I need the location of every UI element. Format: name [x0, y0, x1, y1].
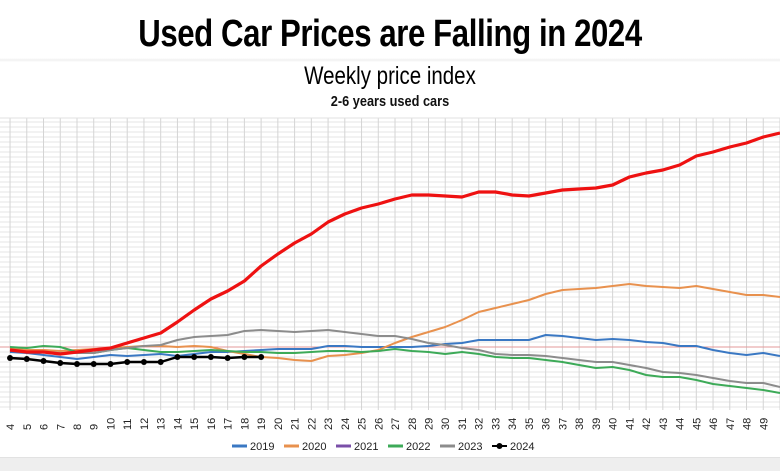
data-point-2024 [224, 355, 231, 361]
chart-note: 2-6 years used cars [330, 93, 450, 110]
footer-bar [0, 457, 780, 471]
grid [0, 117, 780, 410]
x-tick-label: 31 [457, 418, 469, 430]
x-tick-label: 12 [139, 418, 151, 430]
legend-label: 2023 [458, 441, 482, 453]
chart-title: Used Car Prices are Falling in 2024 [138, 13, 642, 55]
data-point-2024 [241, 354, 248, 360]
x-tick-label: 4 [5, 424, 17, 430]
x-tick-label: 47 [725, 418, 737, 430]
data-point-2024 [191, 354, 198, 360]
x-tick-label: 44 [675, 418, 687, 430]
x-tick-label: 41 [624, 418, 636, 430]
x-tick-label: 7 [55, 424, 67, 430]
legend-label: 2019 [250, 441, 274, 453]
x-tick-label: 26 [373, 418, 385, 430]
x-tick-label: 15 [189, 418, 201, 430]
x-tick-label: 38 [574, 418, 586, 430]
series-line-2019 [9, 334, 780, 360]
x-tick-label: 43 [658, 418, 670, 430]
legend: 2019 2020 2021 2022 2023 2024 [232, 441, 534, 453]
x-tick-label: 40 [608, 418, 620, 430]
x-tick-label: 46 [708, 418, 720, 430]
x-tick-label: 23 [323, 418, 335, 430]
x-tick-label: 42 [641, 418, 653, 430]
data-point-2024 [174, 354, 181, 360]
x-tick-label: 29 [423, 418, 435, 430]
x-tick-label: 22 [306, 418, 318, 430]
x-tick-label: 48 [742, 418, 754, 430]
x-tick-label: 6 [39, 424, 51, 430]
data-point-2024 [40, 358, 47, 364]
data-point-2024 [140, 359, 147, 365]
legend-item-2023: 2023 [440, 441, 482, 453]
series-line-2022 [9, 345, 780, 394]
x-tick-label: 18 [239, 418, 251, 430]
legend-marker [496, 443, 503, 449]
x-tick-label: 33 [490, 418, 502, 430]
x-tick-label: 8 [72, 424, 84, 430]
legend-item-2019: 2019 [232, 441, 274, 453]
x-tick-label: 36 [541, 418, 553, 430]
x-tick-label: 27 [390, 418, 402, 430]
x-tick-label: 20 [273, 418, 285, 430]
data-point-2024 [73, 361, 80, 367]
legend-label: 2021 [354, 441, 378, 453]
x-tick-label: 39 [591, 418, 603, 430]
data-point-2024 [7, 355, 14, 361]
legend-label: 2020 [302, 441, 326, 453]
data-point-2024 [23, 356, 30, 362]
x-tick-label: 10 [105, 418, 117, 430]
x-tick-label: 14 [172, 418, 184, 430]
x-axis-tick-labels: 4 5 6 7 8 9 10 11 12 13 14 15 16 17 18 19 20 21 22 23 24 25 26… [5, 418, 770, 430]
x-tick-label: 32 [474, 418, 486, 430]
data-point-2024 [157, 359, 164, 365]
x-tick-label: 11 [122, 419, 134, 430]
header-divider [0, 58, 780, 62]
legend-label: 2024 [510, 441, 534, 453]
legend-item-2020: 2020 [284, 441, 326, 453]
x-tick-label: 21 [290, 418, 302, 430]
x-tick-label: 9 [89, 424, 101, 430]
legend-item-2021: 2021 [336, 441, 378, 453]
x-tick-label: 35 [524, 418, 536, 430]
legend-item-2022: 2022 [388, 441, 430, 453]
series-lines [7, 131, 780, 394]
data-point-2024 [207, 354, 214, 360]
x-tick-label: 24 [340, 418, 352, 430]
data-point-2024 [90, 361, 97, 367]
data-point-2024 [124, 359, 131, 365]
data-point-2024 [107, 361, 114, 367]
chart-subtitle: Weekly price index [304, 62, 476, 90]
data-point-2024 [57, 360, 64, 366]
x-tick-label: 49 [758, 418, 770, 430]
x-tick-label: 16 [206, 418, 218, 430]
series-line-2021 [9, 131, 780, 356]
legend-item-2024: 2024 [492, 441, 534, 453]
x-tick-label: 17 [223, 418, 235, 430]
x-tick-label: 37 [557, 418, 569, 430]
x-tick-label: 34 [507, 418, 519, 430]
x-tick-label: 5 [22, 424, 34, 430]
x-tick-label: 13 [156, 418, 168, 430]
legend-label: 2022 [406, 441, 430, 453]
x-tick-label: 30 [440, 418, 452, 430]
x-tick-label: 28 [407, 418, 419, 430]
x-tick-label: 25 [357, 418, 369, 430]
series-line-2023 [9, 329, 780, 388]
x-tick-label: 45 [691, 418, 703, 430]
data-point-2024 [258, 354, 265, 360]
series-line-2024 [9, 355, 262, 366]
x-tick-label: 19 [256, 418, 268, 430]
